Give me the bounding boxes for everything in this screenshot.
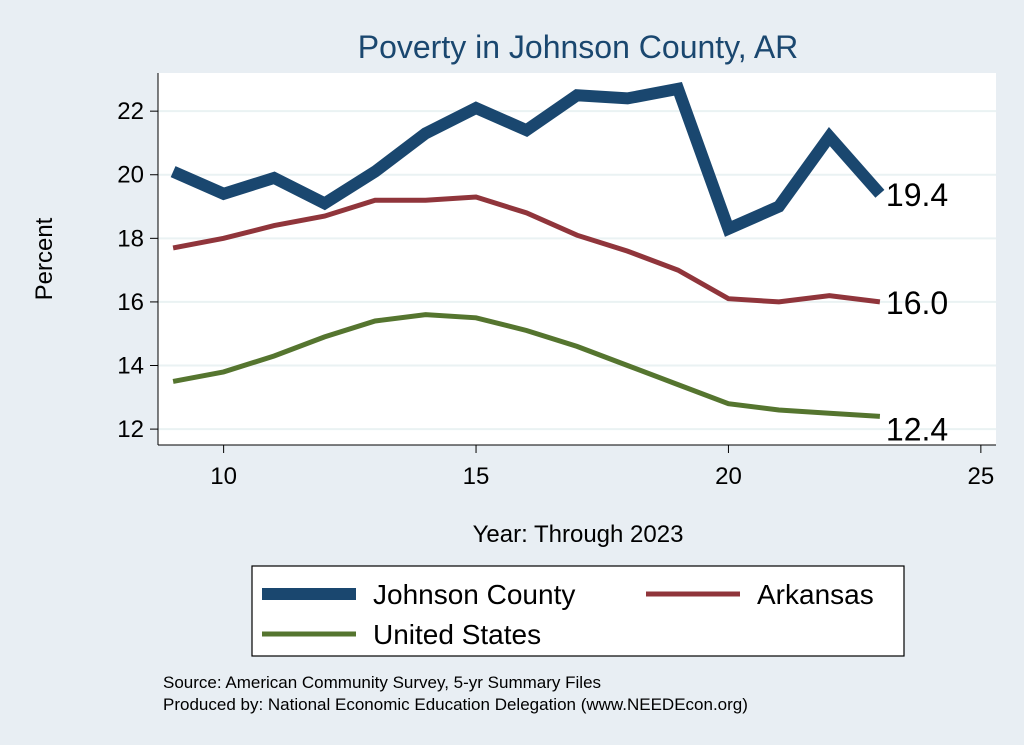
x-tick-label-15: 15 — [463, 463, 490, 490]
x-tick-label-10: 10 — [210, 463, 237, 490]
end-label-johnson-county: 19.4 — [886, 177, 948, 213]
legend-label-arkansas: Arkansas — [757, 579, 874, 610]
legend-label-johnson-county: Johnson County — [373, 579, 575, 610]
x-tick-label-25: 25 — [968, 463, 995, 490]
y-tick-label-22: 22 — [117, 98, 144, 125]
legend-label-united-states: United States — [373, 619, 541, 650]
axes — [157, 73, 996, 446]
chart-title: Poverty in Johnson County, AR — [358, 29, 799, 65]
y-tick-label-20: 20 — [117, 162, 144, 189]
produced-by-note: Produced by: National Economic Education… — [163, 695, 748, 714]
x-tick-label-20: 20 — [715, 463, 742, 490]
legend-box — [251, 565, 905, 657]
source-note: Source: American Community Survey, 5-yr … — [163, 673, 601, 692]
y-tick-label-14: 14 — [117, 353, 144, 380]
series-line-united-states — [172, 312, 881, 419]
end-label-arkansas: 16.0 — [886, 285, 948, 321]
y-axis-label: Percent — [31, 217, 58, 300]
x-axis-label: Year: Through 2023 — [473, 521, 684, 548]
y-tick-label-12: 12 — [117, 416, 144, 443]
y-tick-label-18: 18 — [117, 225, 144, 252]
gridlines — [158, 110, 996, 431]
series-lines — [170, 82, 885, 419]
x-ticks: 10 15 20 25 — [210, 445, 994, 490]
legend: Johnson County Arkansas United States — [251, 565, 905, 657]
end-label-united-states: 12.4 — [886, 411, 948, 447]
y-tick-label-16: 16 — [117, 289, 144, 316]
end-labels: 19.4 16.0 12.4 — [886, 177, 948, 448]
series-line-johnson-county — [170, 82, 885, 237]
series-line-arkansas — [172, 194, 881, 305]
plot-area — [158, 73, 996, 445]
y-ticks: 12 14 16 18 20 22 — [117, 98, 158, 443]
